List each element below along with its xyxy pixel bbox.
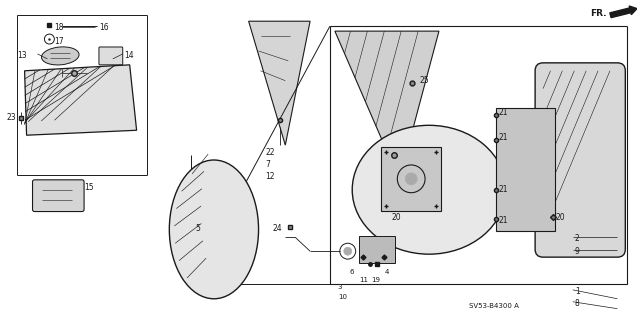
Polygon shape [24,65,136,135]
Text: 8: 8 [575,299,579,308]
Text: 21: 21 [499,185,508,194]
Text: 18: 18 [54,23,64,32]
Text: 11: 11 [360,277,369,283]
Circle shape [344,247,352,255]
Ellipse shape [352,125,506,254]
FancyBboxPatch shape [99,47,123,65]
Text: 6: 6 [349,269,354,275]
Text: 24: 24 [273,225,282,234]
Text: FR.: FR. [591,9,607,18]
Text: 20: 20 [556,212,566,221]
FancyBboxPatch shape [358,236,396,263]
Text: 14: 14 [124,51,133,60]
FancyBboxPatch shape [33,180,84,211]
FancyArrow shape [610,6,637,18]
Polygon shape [248,21,310,145]
Polygon shape [335,31,439,180]
Text: 21: 21 [499,108,508,117]
Text: 23: 23 [7,114,17,122]
Text: 19: 19 [372,277,381,283]
Text: 25: 25 [419,76,429,85]
Text: SV53-B4300 A: SV53-B4300 A [468,303,518,309]
Text: 5: 5 [195,225,200,234]
Text: 13: 13 [18,51,28,60]
Text: 9: 9 [575,247,580,256]
Text: 10: 10 [338,294,347,300]
Text: 12: 12 [266,172,275,181]
Text: 2: 2 [575,234,579,243]
Text: 22: 22 [266,148,275,157]
FancyBboxPatch shape [535,63,625,257]
Text: 20: 20 [392,212,401,221]
Text: 4: 4 [385,269,389,275]
Text: 16: 16 [99,23,109,32]
Text: 15: 15 [84,183,93,192]
Text: 21: 21 [499,133,508,142]
Circle shape [405,173,417,185]
FancyBboxPatch shape [381,147,441,211]
Text: 17: 17 [54,37,64,46]
Ellipse shape [42,47,79,65]
Ellipse shape [170,160,259,299]
Text: 7: 7 [266,160,270,169]
FancyBboxPatch shape [497,108,555,231]
Text: 1: 1 [575,287,579,296]
Text: 21: 21 [499,217,508,226]
Text: 3: 3 [338,284,342,290]
